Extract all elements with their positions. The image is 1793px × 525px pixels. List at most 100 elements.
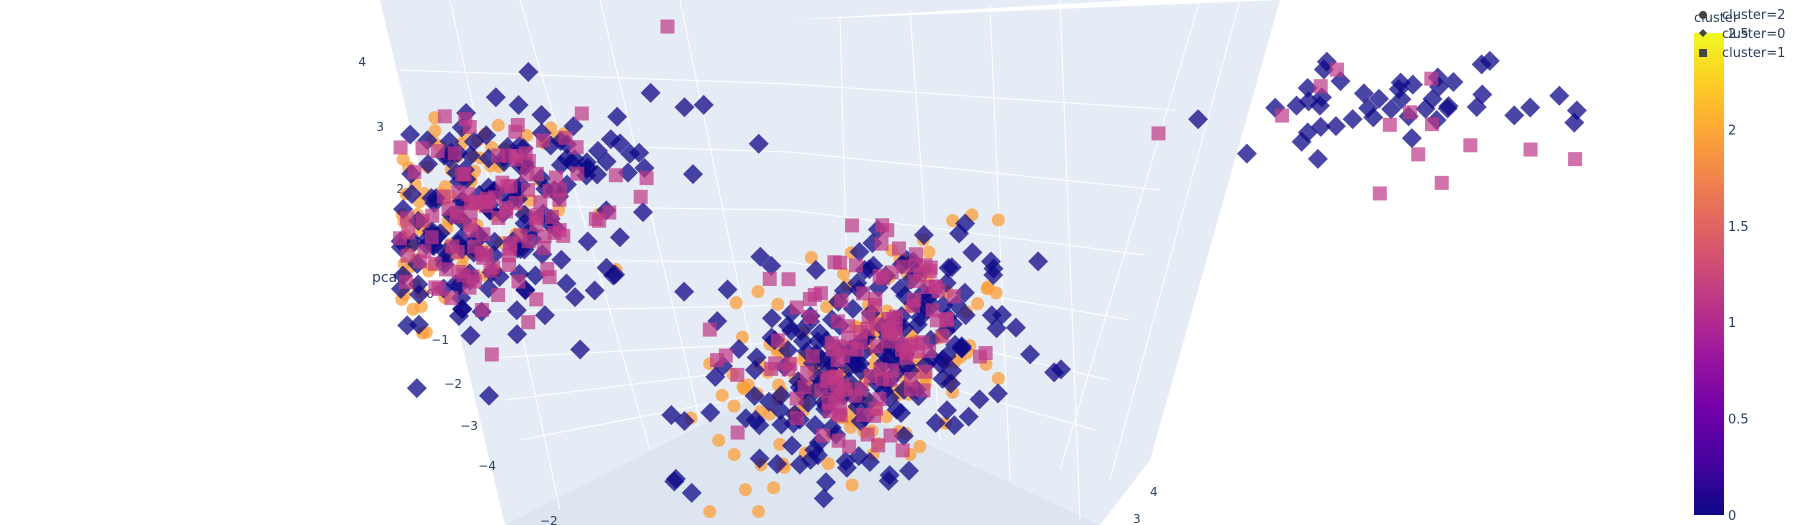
square-data-point[interactable] xyxy=(848,258,863,273)
diamond-data-point[interactable] xyxy=(1566,100,1587,121)
circle-data-point[interactable] xyxy=(991,372,1005,386)
square-data-point[interactable] xyxy=(508,124,523,139)
square-data-point[interactable] xyxy=(908,247,923,262)
square-data-point[interactable] xyxy=(393,140,408,155)
square-data-point[interactable] xyxy=(939,311,954,326)
square-data-point[interactable] xyxy=(802,292,817,307)
square-data-point[interactable] xyxy=(511,274,526,289)
square-data-point[interactable] xyxy=(458,112,473,127)
diamond-data-point[interactable] xyxy=(674,97,695,118)
diamond-data-point[interactable] xyxy=(890,278,911,299)
square-data-point[interactable] xyxy=(1151,126,1166,141)
square-data-point[interactable] xyxy=(1434,175,1449,190)
diamond-data-point[interactable] xyxy=(879,465,900,486)
circle-data-point[interactable] xyxy=(922,245,936,259)
square-data-point[interactable] xyxy=(455,167,470,182)
diamond-data-point[interactable] xyxy=(397,315,418,336)
square-data-point[interactable] xyxy=(536,240,551,255)
square-data-point[interactable] xyxy=(891,241,906,256)
square-data-point[interactable] xyxy=(501,248,516,263)
square-data-point[interactable] xyxy=(1313,79,1328,94)
square-data-point[interactable] xyxy=(569,140,584,155)
diamond-data-point[interactable] xyxy=(693,94,714,115)
diamond-data-point[interactable] xyxy=(987,383,1008,404)
diamond-data-point[interactable] xyxy=(551,249,572,270)
diamond-data-point[interactable] xyxy=(807,331,828,352)
diamond-data-point[interactable] xyxy=(771,414,792,435)
diamond-data-point[interactable] xyxy=(1325,116,1346,137)
diamond-data-point[interactable] xyxy=(735,408,756,429)
square-data-point[interactable] xyxy=(393,231,408,246)
square-data-point[interactable] xyxy=(803,310,818,325)
square-data-point[interactable] xyxy=(860,321,875,336)
square-data-point[interactable] xyxy=(513,228,528,243)
square-data-point[interactable] xyxy=(552,192,567,207)
square-data-point[interactable] xyxy=(400,211,415,226)
square-data-point[interactable] xyxy=(467,239,482,254)
square-data-point[interactable] xyxy=(805,349,820,364)
square-data-point[interactable] xyxy=(602,205,617,220)
square-data-point[interactable] xyxy=(407,165,422,180)
square-data-point[interactable] xyxy=(905,298,920,313)
diamond-data-point[interactable] xyxy=(1286,95,1307,116)
diamond-data-point[interactable] xyxy=(605,264,626,285)
diamond-data-point[interactable] xyxy=(565,287,586,308)
diamond-data-point[interactable] xyxy=(944,415,965,436)
square-data-point[interactable] xyxy=(872,268,887,283)
square-data-point[interactable] xyxy=(874,372,889,387)
diamond-data-point[interactable] xyxy=(1381,99,1402,120)
circle-data-point[interactable] xyxy=(736,380,750,394)
square-data-point[interactable] xyxy=(558,130,573,145)
diamond-data-point[interactable] xyxy=(1297,77,1318,98)
square-data-point[interactable] xyxy=(444,291,459,306)
square-data-point[interactable] xyxy=(762,271,777,286)
circle-data-point[interactable] xyxy=(821,457,835,471)
square-data-point[interactable] xyxy=(781,272,796,287)
square-data-point[interactable] xyxy=(896,259,911,274)
diamond-data-point[interactable] xyxy=(951,338,972,359)
square-data-point[interactable] xyxy=(889,309,904,324)
square-data-point[interactable] xyxy=(821,396,836,411)
square-data-point[interactable] xyxy=(922,343,937,358)
diamond-data-point[interactable] xyxy=(749,415,770,436)
diamond-data-point[interactable] xyxy=(758,391,779,412)
square-data-point[interactable] xyxy=(884,265,899,280)
diamond-data-point[interactable] xyxy=(749,448,770,469)
diamond-data-point[interactable] xyxy=(893,425,914,446)
diamond-data-point[interactable] xyxy=(899,460,920,481)
diamond-data-point[interactable] xyxy=(1307,148,1328,169)
square-data-point[interactable] xyxy=(533,195,548,210)
square-data-point[interactable] xyxy=(861,309,876,324)
square-data-point[interactable] xyxy=(830,352,845,367)
diamond-data-point[interactable] xyxy=(418,154,439,175)
square-data-point[interactable] xyxy=(1463,138,1478,153)
diamond-data-point[interactable] xyxy=(1297,122,1318,143)
diamond-data-point[interactable] xyxy=(913,224,934,245)
square-data-point[interactable] xyxy=(1329,62,1344,77)
square-data-point[interactable] xyxy=(437,109,452,124)
diamond-data-point[interactable] xyxy=(962,242,983,263)
circle-data-point[interactable] xyxy=(913,439,927,453)
square-data-point[interactable] xyxy=(844,218,859,233)
diamond-data-point[interactable] xyxy=(744,359,765,380)
square-data-point[interactable] xyxy=(456,268,471,283)
diamond-data-point[interactable] xyxy=(1363,107,1384,128)
diamond-data-point[interactable] xyxy=(406,378,427,399)
square-data-point[interactable] xyxy=(866,408,881,423)
square-data-point[interactable] xyxy=(398,274,413,289)
diamond-data-point[interactable] xyxy=(1504,105,1525,126)
square-data-point[interactable] xyxy=(450,244,465,259)
diamond-data-point[interactable] xyxy=(681,482,702,503)
diamond-data-point[interactable] xyxy=(1028,251,1049,272)
diamond-data-point[interactable] xyxy=(531,104,552,125)
square-data-point[interactable] xyxy=(570,166,585,181)
square-data-point[interactable] xyxy=(521,182,536,197)
diamond-data-point[interactable] xyxy=(460,145,481,166)
square-data-point[interactable] xyxy=(608,168,623,183)
diamond-data-point[interactable] xyxy=(632,202,653,223)
diamond-data-point[interactable] xyxy=(700,402,721,423)
square-data-point[interactable] xyxy=(479,198,494,213)
diamond-data-point[interactable] xyxy=(1342,109,1363,130)
square-data-point[interactable] xyxy=(833,408,848,423)
legend-item-cluster-2[interactable]: cluster=2 xyxy=(1699,8,1785,23)
